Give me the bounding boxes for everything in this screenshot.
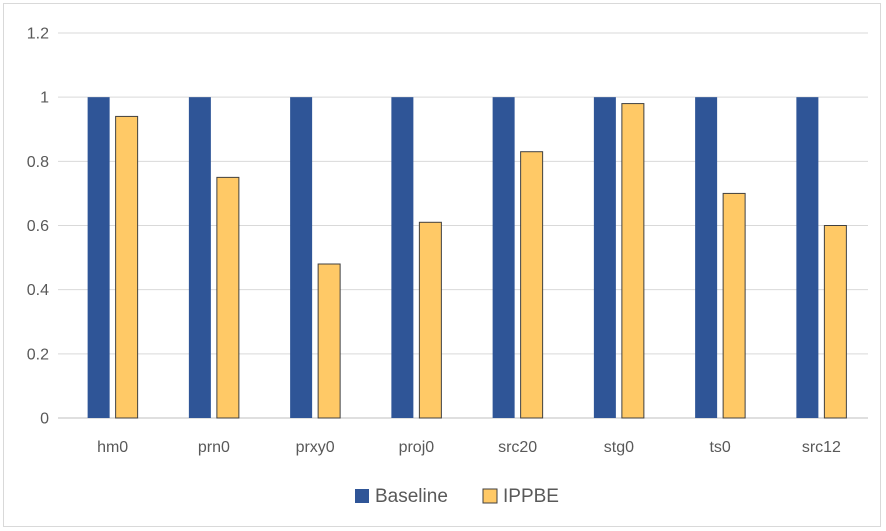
bar-ippbe-stg0: [621, 103, 645, 419]
x-tick-label: src12: [802, 439, 841, 456]
x-tick-label: hm0: [97, 439, 128, 456]
bar-baseline-prn0: [188, 97, 211, 419]
legend-swatch: [355, 489, 369, 503]
x-tick-label: prxy0: [296, 439, 335, 456]
bar-ippbe-prxy0: [317, 263, 341, 419]
y-tick-label: 0.4: [27, 282, 49, 299]
x-tick-label: src20: [498, 439, 537, 456]
bar-ippbe-ts0: [722, 192, 746, 419]
x-axis-ticks: hm0 prn0 prxy0 proj0 src20 stg0 ts0 src12: [97, 439, 841, 456]
bar-ippbe-hm0: [115, 115, 139, 419]
x-tick-label: stg0: [604, 439, 634, 456]
y-tick-label: 0.2: [27, 346, 49, 363]
bar-baseline-src20: [492, 97, 515, 419]
y-tick-label: 0.8: [27, 154, 49, 171]
bar-baseline-proj0: [391, 97, 414, 419]
y-tick-label: 0: [40, 411, 49, 428]
bar-ippbe-src12: [823, 225, 847, 419]
bars: [87, 97, 847, 419]
x-tick-label: prn0: [198, 439, 230, 456]
bar-ippbe-src20: [520, 151, 544, 419]
bar-baseline-ts0: [695, 97, 718, 419]
legend-label: Baseline: [375, 486, 448, 507]
bar-baseline-src12: [796, 97, 819, 419]
bar-baseline-hm0: [87, 97, 110, 419]
gridlines: [58, 32, 868, 419]
bar-baseline-stg0: [593, 97, 616, 419]
y-tick-label: 1: [40, 90, 49, 107]
y-tick-label: 1.2: [27, 26, 49, 43]
x-tick-label: proj0: [399, 439, 435, 456]
legend-label: IPPBE: [503, 486, 559, 507]
bar-baseline-prxy0: [290, 97, 313, 419]
x-tick-label: ts0: [709, 439, 730, 456]
bar-ippbe-proj0: [418, 221, 442, 419]
legend: Baseline IPPBE: [355, 486, 559, 507]
bar-ippbe-prn0: [216, 176, 240, 419]
y-tick-label: 0.6: [27, 218, 49, 235]
y-axis-ticks: 0 0.2 0.4 0.6 0.8 1 1.2: [27, 26, 49, 428]
legend-swatch: [482, 488, 498, 504]
